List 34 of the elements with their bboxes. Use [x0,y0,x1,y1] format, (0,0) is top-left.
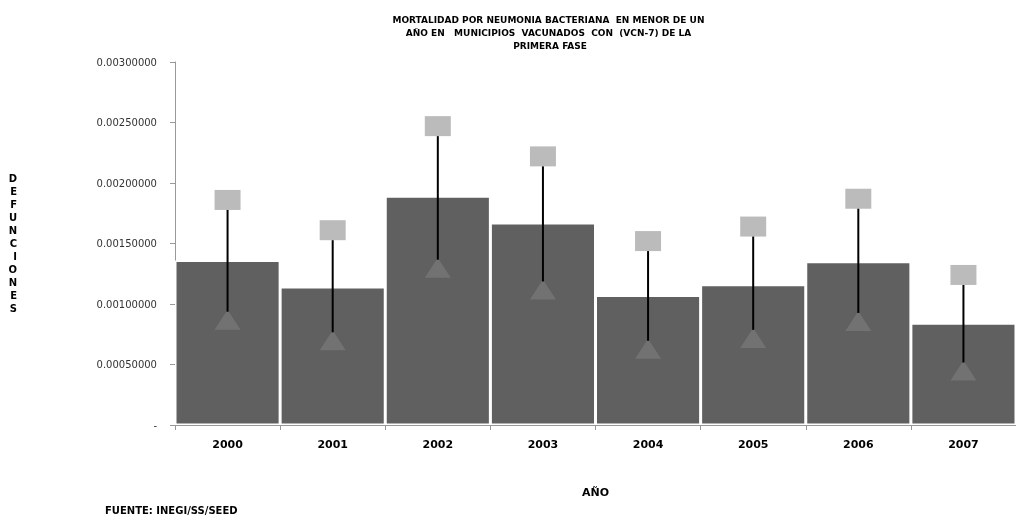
y-tick-label: 0.00150000 [96,238,157,249]
y-tick-label: 0.00050000 [96,359,157,370]
point [424,116,451,137]
text: DEFUNCIONES [8,173,17,314]
point [319,220,346,241]
y-tick-label: 0.00100000 [96,298,157,310]
point [740,327,767,348]
source-note: FUENTE: INEGI/SS/SEED [105,504,238,516]
point [635,231,662,252]
point [214,189,241,210]
point [950,264,977,285]
y-tick-label: 0.00300000 [96,56,157,68]
x-tick-label: 2003 [527,438,559,451]
x-tick-label: 2007 [948,438,979,451]
point [214,309,241,330]
point [529,146,556,167]
x-tick-label: 2000 [212,438,244,451]
x-tick-label: 2001 [317,438,348,451]
chart-title: MORTALIDAD POR NEUMONIA BACTERIANA EN MENOR DE UN AÑO EN MUNICIPIOS VACUNADOS CON (VCN-7) DE LA PRIMERA FASE [392,14,708,51]
x-tick-label: 2005 [737,438,769,451]
point [635,338,662,359]
x-tick-label: 2002 [422,438,454,451]
point [845,310,872,331]
point [845,188,872,209]
y-tick-label: 0.00200000 [96,177,157,189]
y-tick-label: - [153,419,158,431]
point [424,257,451,278]
x-tick-label: 2006 [843,438,874,451]
y-tick-label: 0.00250000 [96,117,157,128]
point [319,330,346,351]
point [740,216,767,237]
point [529,279,556,300]
x-tick-label: 2004 [632,438,664,451]
x-axis-title: AÑO [581,486,610,499]
